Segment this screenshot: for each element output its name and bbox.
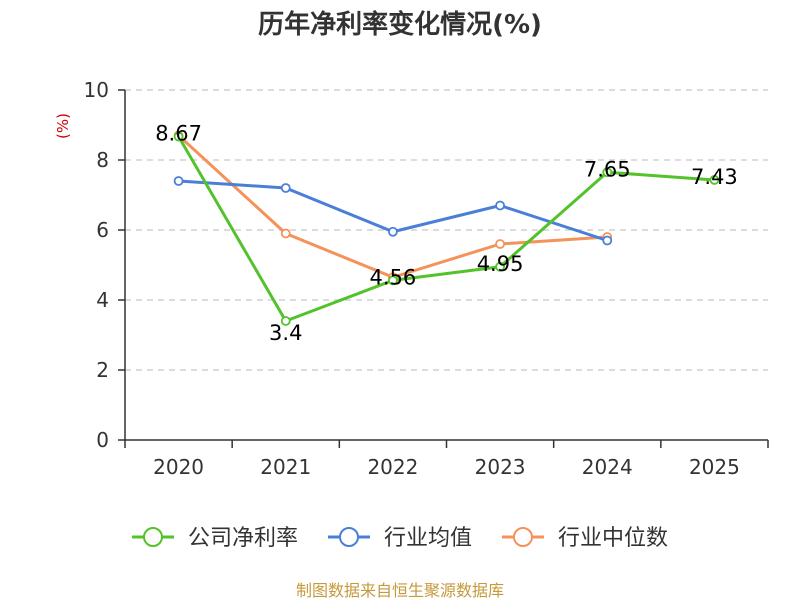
legend: 公司净利率 行业均值 行业中位数 [132, 526, 668, 551]
data-label: 4.56 [370, 265, 417, 289]
legend-swatch-marker [513, 527, 533, 547]
data-label: 3.4 [269, 321, 302, 345]
data-point [388, 226, 398, 237]
series-0 [173, 131, 720, 326]
legend-label: 行业中位数 [558, 526, 668, 551]
y-tick-label: 2 [96, 358, 109, 382]
data-point [495, 239, 505, 249]
data-point [388, 275, 398, 286]
data-point [173, 176, 184, 186]
x-tick-label: 2020 [153, 455, 204, 479]
legend-item: 行业均值 [328, 526, 472, 551]
data-label: 7.43 [691, 165, 738, 189]
grid-lines [125, 89, 768, 371]
y-tick-label: 8 [96, 148, 109, 172]
x-tick-label: 2022 [367, 455, 418, 479]
data-point [495, 261, 505, 272]
data-label: 4.95 [477, 252, 524, 276]
legend-label: 行业均值 [384, 526, 472, 551]
data-point [280, 183, 291, 193]
series-line [177, 135, 715, 323]
y-tick-label: 10 [84, 78, 109, 102]
legend-item: 公司净利率 [132, 526, 298, 551]
chart-title: 历年净利率变化情况(%) [258, 9, 542, 40]
x-tick-label: 2025 [689, 455, 740, 479]
axes: 0 2 4 6 8 10 2020 2021 2022 2023 2024 2025 [84, 78, 769, 479]
data-label: 8.67 [155, 122, 202, 146]
data-point [709, 175, 720, 185]
y-tick-label: 6 [96, 218, 109, 242]
legend-swatch-marker [339, 527, 359, 547]
series-2 [173, 130, 613, 283]
series-1 [173, 176, 613, 246]
legend-swatch-marker [143, 527, 163, 547]
series-line [177, 134, 608, 279]
legend-label: 公司净利率 [188, 526, 298, 551]
data-label: 7.65 [584, 157, 631, 181]
x-tick-label: 2024 [582, 455, 633, 479]
data-point [495, 200, 505, 211]
x-tick-label: 2023 [475, 455, 526, 479]
x-tick-label: 2021 [260, 455, 311, 479]
y-tick-label: 0 [96, 428, 109, 452]
data-point [602, 167, 613, 178]
data-point [280, 316, 291, 326]
legend-item: 行业中位数 [502, 526, 668, 551]
data-point [173, 131, 184, 142]
y-axis-label: (%) [54, 113, 72, 139]
series-layer [173, 130, 720, 326]
data-labels: 8.67 3.4 4.56 4.95 7.65 7.43 [155, 122, 738, 345]
data-point [602, 235, 613, 246]
data-point [280, 228, 291, 239]
y-tick-label: 4 [96, 288, 109, 312]
source-note: 制图数据来自恒生聚源数据库 [296, 581, 504, 600]
